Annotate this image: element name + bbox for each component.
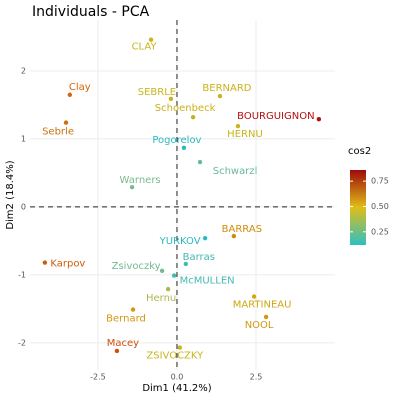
point: [316, 117, 322, 122]
point-label: Schwarzl: [213, 166, 258, 177]
point-label: Macey: [107, 338, 139, 349]
point-label: Hernu: [146, 293, 176, 304]
point-label: NOOL: [245, 320, 274, 331]
point-label: SEBRLE: [138, 87, 176, 98]
point-label: MARTINEAU: [233, 300, 292, 311]
x-axis-label: Dim1 (41.2%): [142, 383, 211, 394]
y-axis-label: Dim2 (18.4%): [5, 160, 16, 229]
point: [114, 348, 120, 354]
point: [165, 286, 171, 292]
point-label: BARRAS: [222, 224, 262, 235]
point-label: CLAY: [132, 42, 158, 53]
point-label: BERNARD: [202, 83, 251, 94]
chart-title: Individuals - PCA: [32, 4, 150, 20]
colorbar-tick-label: 0.25: [371, 227, 389, 236]
point-label: Clay: [69, 82, 91, 93]
point: [235, 123, 241, 129]
y-tick-label: 2: [21, 66, 26, 75]
point-label: ZSIVOCZKY: [146, 351, 204, 362]
point: [63, 120, 69, 125]
x-tick-label: -2.5: [90, 373, 106, 382]
point-label: YURKOV: [159, 236, 201, 247]
point: [181, 145, 187, 150]
point: [183, 261, 189, 267]
point: [168, 96, 174, 102]
colorbar-tick-label: 0.50: [371, 202, 389, 211]
point: [231, 233, 237, 239]
point-label: Schoenbeck: [155, 103, 216, 114]
point: [67, 92, 73, 97]
point-label: Zsivoczky: [112, 261, 161, 272]
point: [159, 268, 165, 273]
legend-title: cos2: [348, 146, 371, 157]
point-label: Pogorelov: [152, 135, 201, 146]
y-tick-label: 0: [21, 202, 26, 211]
point-label: Sebrle: [42, 127, 74, 138]
colorbar: [350, 170, 366, 245]
point-label: BOURGUIGNON: [237, 111, 314, 122]
point-label: Barras: [183, 252, 215, 263]
point: [130, 307, 136, 312]
point: [42, 260, 48, 265]
point-label: Warners: [120, 175, 161, 186]
point: [148, 37, 154, 42]
y-tick-label: 1: [21, 134, 26, 143]
point: [190, 114, 196, 120]
point: [129, 184, 135, 190]
x-tick-label: 2.5: [250, 373, 263, 382]
y-tick-label: -1: [18, 270, 26, 279]
point: [171, 273, 177, 278]
point: [217, 93, 223, 99]
point-label: McMULLEN: [180, 276, 235, 287]
colorbar-tick-label: 0.75: [371, 177, 389, 186]
point: [251, 294, 257, 299]
point: [202, 235, 208, 241]
point-label: HERNU: [227, 129, 263, 140]
x-tick-label: 0.0: [171, 373, 184, 382]
point: [177, 345, 183, 350]
point: [197, 159, 203, 165]
point-label: Bernard: [106, 314, 146, 325]
point-label: Karpov: [50, 259, 85, 270]
point: [263, 314, 269, 320]
y-tick-label: -2: [18, 338, 26, 347]
